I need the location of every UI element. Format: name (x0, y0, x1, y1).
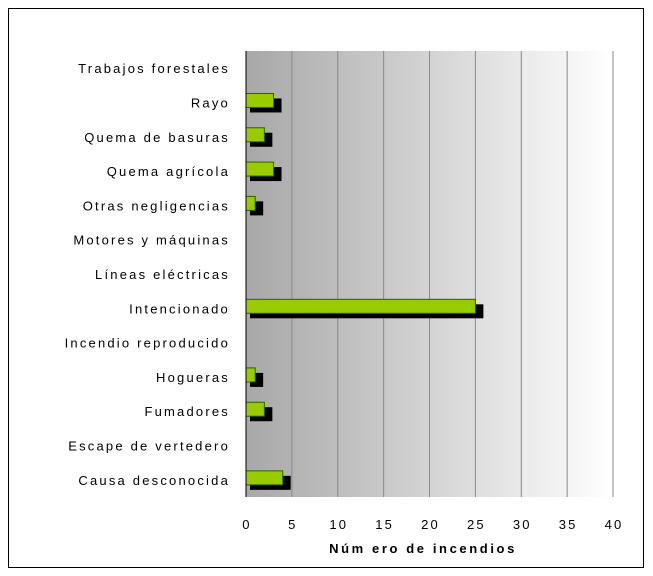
bars (245, 92, 484, 490)
x-tick-label: 20 (421, 517, 440, 532)
category-labels: Trabajos forestales Rayo Quema de basuras Q… (65, 61, 230, 488)
x-tick-label: 25 (467, 517, 486, 532)
category-label: Fumadores (144, 404, 230, 419)
category-label: Escape de vertedero (68, 439, 230, 454)
category-label: Causa desconocida (78, 473, 230, 488)
gridlines (291, 51, 614, 497)
bar (245, 298, 476, 314)
x-tick-label: 15 (375, 517, 394, 532)
category-label: Motores y máquinas (73, 233, 230, 248)
x-tick-label: 0 (242, 517, 251, 532)
bar (245, 470, 284, 486)
x-tick-label: 40 (605, 517, 624, 532)
tick-labels: 0 5 10 15 20 25 30 35 40 (242, 517, 624, 532)
category-label: Quema de basuras (84, 130, 230, 145)
x-tick-label: 5 (288, 517, 297, 532)
x-tick-label: 10 (329, 517, 348, 532)
category-label: Hogueras (156, 370, 230, 385)
category-label: Líneas eléctricas (95, 267, 230, 282)
category-label: Trabajos forestales (78, 61, 230, 76)
x-axis-title: Núm ero de incendios (329, 541, 517, 556)
category-label: Quema agrícola (107, 164, 230, 179)
bar (245, 127, 265, 143)
bar (245, 195, 256, 211)
bar (245, 367, 256, 383)
category-label: Otras negligencias (83, 198, 230, 213)
category-label: Rayo (191, 95, 230, 110)
bar (245, 92, 275, 108)
x-tick-label: 30 (513, 517, 532, 532)
x-tick-label: 35 (559, 517, 578, 532)
category-label: Incendio reproducido (65, 336, 230, 351)
bar (245, 161, 275, 177)
bar (245, 401, 265, 417)
category-label: Intencionado (129, 301, 230, 316)
